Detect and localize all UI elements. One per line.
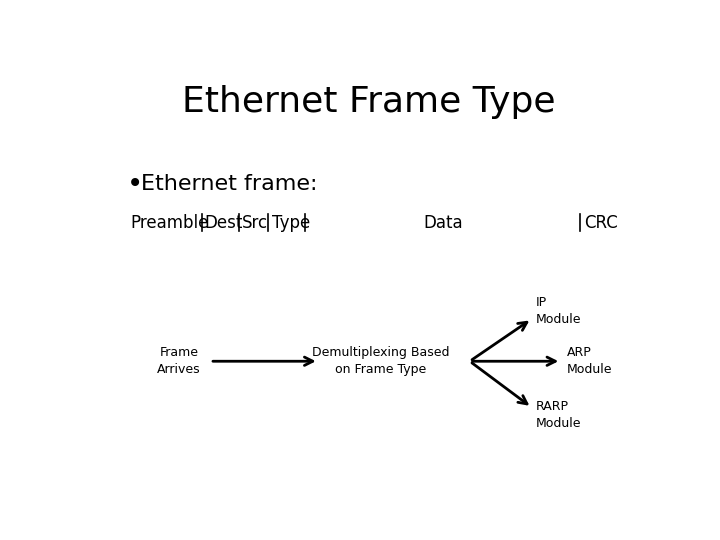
Text: CRC: CRC	[585, 214, 618, 232]
Text: Preamble: Preamble	[130, 214, 209, 232]
Text: IP
Module: IP Module	[536, 296, 581, 326]
Text: ARP
Module: ARP Module	[567, 346, 612, 376]
Text: Data: Data	[423, 214, 463, 232]
Text: Ethernet frame:: Ethernet frame:	[141, 174, 318, 194]
Text: Frame
Arrives: Frame Arrives	[157, 346, 201, 376]
Text: Type: Type	[272, 214, 310, 232]
Text: Demultiplexing Based
on Frame Type: Demultiplexing Based on Frame Type	[312, 346, 449, 376]
Text: RARP
Module: RARP Module	[536, 400, 581, 430]
Text: Src: Src	[242, 214, 268, 232]
Text: Dest: Dest	[204, 214, 243, 232]
Text: Ethernet Frame Type: Ethernet Frame Type	[182, 85, 556, 119]
Text: •: •	[127, 170, 143, 198]
